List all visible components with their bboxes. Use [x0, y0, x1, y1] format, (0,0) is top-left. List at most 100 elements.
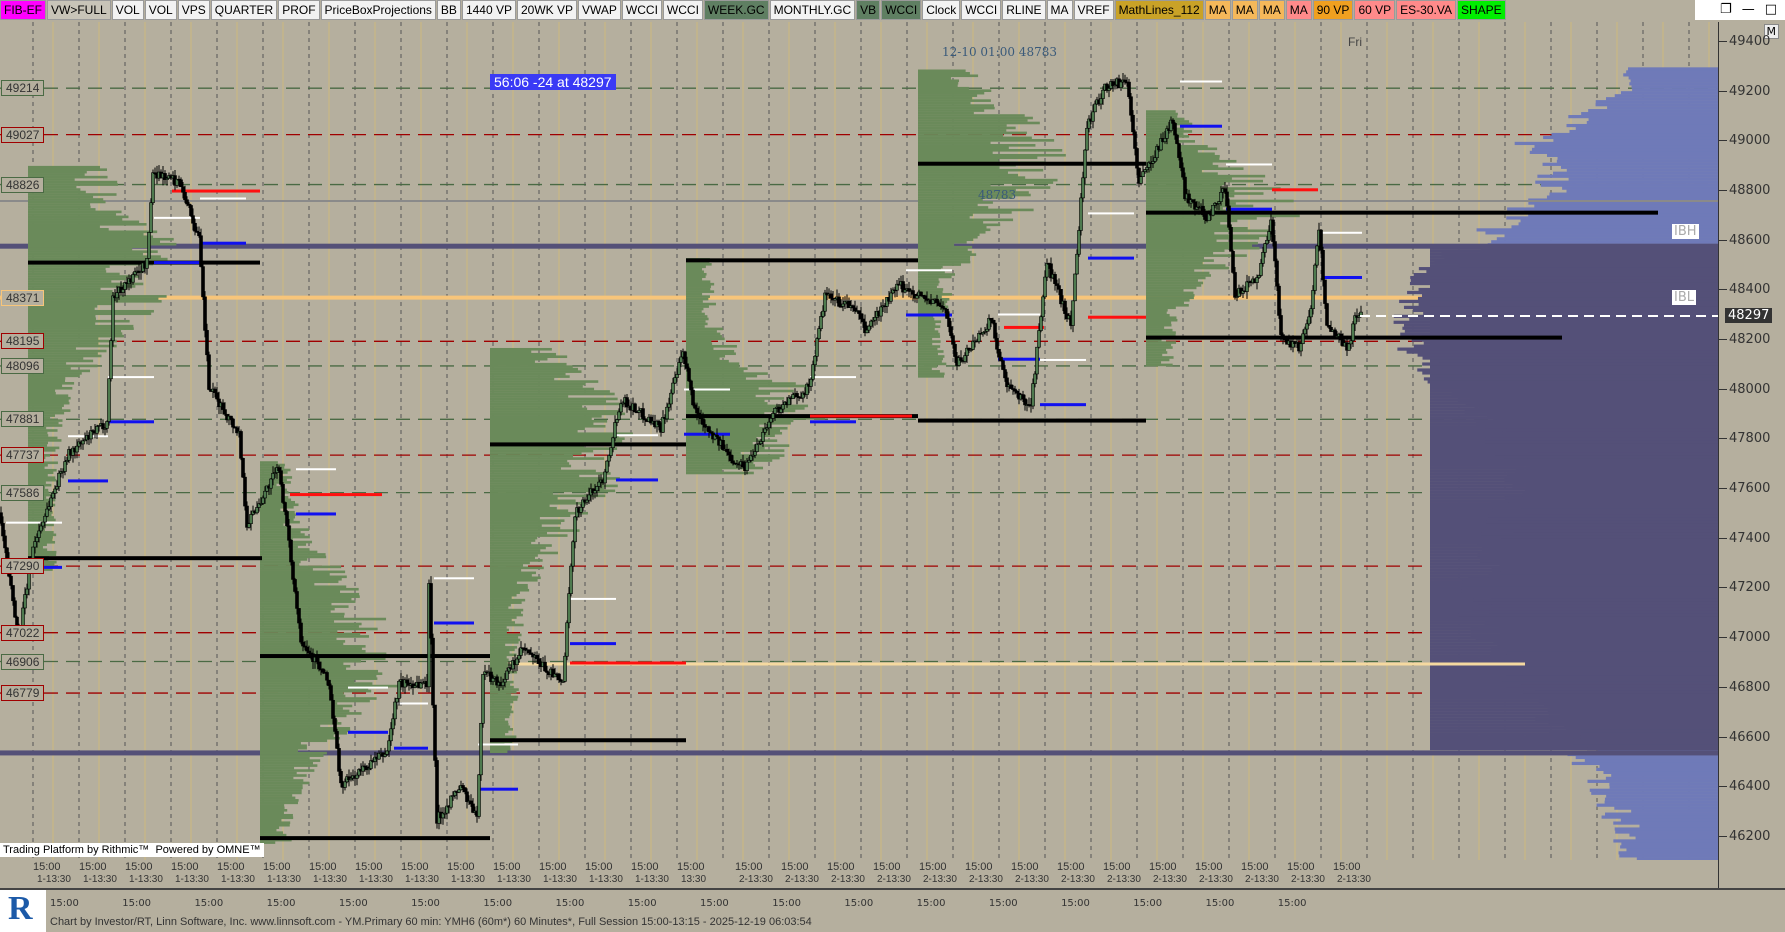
toolbar-button-rline[interactable]: RLINE	[1002, 0, 1046, 20]
session-profile-bar	[260, 570, 346, 574]
session-profile-bar	[490, 405, 583, 408]
toolbar-button-ma[interactable]: MA	[1046, 0, 1073, 20]
toolbar-button-vps[interactable]: VPS	[177, 0, 210, 20]
composite-profile-bar	[1595, 100, 1718, 104]
toolbar-button-wcci[interactable]: WCCI	[881, 0, 922, 20]
session-profile-bar	[686, 267, 703, 271]
toolbar-button-vb[interactable]: VB	[856, 0, 881, 20]
composite-profile-bar	[1422, 362, 1718, 366]
composite-profile-bar	[1504, 234, 1718, 238]
minimize-icon[interactable]: —	[1741, 2, 1755, 17]
restore-icon[interactable]: ❐	[1720, 2, 1732, 17]
candle	[385, 750, 389, 755]
session-profile-bar	[28, 230, 158, 234]
composite-profile-bar	[1493, 618, 1718, 622]
annotation-mid: 48783	[978, 188, 1017, 202]
level-label: 47881	[1, 411, 45, 428]
toolbar-button-wcci[interactable]: WCCI	[662, 0, 703, 20]
toolbar-button-prof[interactable]: PROF	[278, 0, 320, 20]
level-label: 47022	[1, 624, 45, 641]
session-profile-bar	[686, 469, 723, 472]
session-profile-bar	[918, 248, 968, 251]
candle	[1081, 177, 1085, 199]
candle	[1033, 373, 1037, 384]
toolbar-button-wcci[interactable]: WCCI	[621, 0, 662, 20]
toolbar-button-quarter[interactable]: QUARTER	[210, 0, 278, 20]
candle	[13, 600, 17, 618]
session-profile-bar	[260, 722, 342, 725]
toolbar-button-60-vp[interactable]: 60 VP	[1354, 0, 1396, 20]
session-profile-bar	[260, 632, 361, 636]
toolbar-button-priceboxprojections[interactable]: PriceBoxProjections	[320, 0, 436, 20]
toolbar-button-clock[interactable]: Clock	[922, 0, 961, 20]
composite-profile-bar	[1507, 666, 1718, 670]
session-end-label: 2-13:30	[739, 874, 773, 885]
toolbar-button-bb[interactable]: BB	[436, 0, 461, 20]
candle	[197, 232, 201, 237]
composite-profile-bar	[1572, 740, 1718, 745]
toolbar-button-vol[interactable]: VOL	[144, 0, 177, 20]
composite-profile-bar	[1613, 839, 1718, 843]
session-profile-bar	[260, 590, 341, 594]
toolbar-button-1440-vp[interactable]: 1440 VP	[461, 0, 516, 20]
composite-profile-bar	[1508, 499, 1718, 503]
toolbar-button-vwap[interactable]: VWAP	[578, 0, 621, 20]
toolbar-button-20wk-vp[interactable]: 20WK VP	[516, 0, 578, 20]
toolbar-button-ma[interactable]: MA	[1258, 0, 1285, 20]
candle	[941, 306, 945, 309]
level-label: 47586	[1, 484, 45, 501]
session-profile-bar	[918, 226, 987, 229]
session-profile-bar	[260, 635, 369, 638]
candle	[1319, 229, 1323, 251]
composite-profile-bar	[1539, 696, 1718, 700]
session-profile-bar	[28, 411, 65, 415]
session-profile-bar	[686, 340, 712, 343]
session-profile-bar	[28, 401, 70, 405]
toolbar-button-shape[interactable]: SHAPE	[1456, 0, 1506, 20]
toolbar-button-vw-full[interactable]: VW>FULL	[47, 0, 111, 20]
toolbar-button-wcci[interactable]: WCCI	[961, 0, 1002, 20]
toolbar-button-monthly-gc[interactable]: MONTHLY.GC	[769, 0, 856, 20]
toolbar-button-ma[interactable]: MA	[1285, 0, 1312, 20]
candle	[1173, 123, 1177, 136]
white-level	[1180, 80, 1222, 83]
session-profile-bar	[28, 193, 117, 196]
session-end-label: 1-13:30	[129, 874, 163, 885]
toolbar-button-vref[interactable]: VREF	[1073, 0, 1114, 20]
session-profile-bar	[490, 519, 565, 522]
candle	[1279, 315, 1283, 335]
toolbar-button-ma[interactable]: MA	[1204, 0, 1231, 20]
candle	[305, 646, 309, 652]
toolbar-button-fib-ef[interactable]: FIB-EF	[0, 0, 46, 20]
toolbar-button-90-vp[interactable]: 90 VP	[1312, 0, 1354, 20]
candle	[791, 394, 795, 399]
candle	[715, 434, 719, 438]
annotation-top: 12-10 01:00 48783	[942, 45, 1057, 59]
maximize-icon[interactable]: □	[1764, 2, 1777, 17]
session-profile-bar	[490, 732, 506, 736]
session-profile-bar	[260, 582, 315, 586]
candle	[317, 661, 321, 670]
candle	[1201, 205, 1205, 216]
composite-profile-bar	[1474, 407, 1718, 411]
toolbar-button-es-30-va[interactable]: ES-30.VA	[1396, 0, 1456, 20]
toolbar-button-week-gc[interactable]: WEEK.GC	[703, 0, 769, 20]
toolbar-button-mathlines-112[interactable]: MathLines_112	[1114, 0, 1204, 20]
candle	[325, 672, 329, 681]
candle	[335, 731, 339, 749]
poc-line	[490, 442, 686, 447]
toolbar-button-vol[interactable]: VOL	[111, 0, 144, 20]
composite-profile-bar	[1528, 213, 1718, 217]
time-axis[interactable]: 15:00 15:00 15:00 15:00 15:00 15:00 15:00 15:00…	[50, 898, 1350, 909]
toolbar-button-ma[interactable]: MA	[1231, 0, 1258, 20]
session-profile-bar	[260, 756, 310, 760]
session-profile-bar	[686, 272, 707, 276]
session-profile-bar	[490, 586, 528, 590]
session-profile-bar	[918, 245, 973, 249]
session-profile-bar	[260, 771, 297, 775]
session-profile-bar	[1146, 346, 1173, 349]
composite-profile-bar	[1518, 222, 1718, 226]
price-axis[interactable]: M 48297 49400 49200 49000 48800 48600 48400 48…	[1718, 22, 1785, 888]
price-chart[interactable]	[0, 22, 1718, 860]
composite-profile-bar	[1575, 126, 1718, 131]
